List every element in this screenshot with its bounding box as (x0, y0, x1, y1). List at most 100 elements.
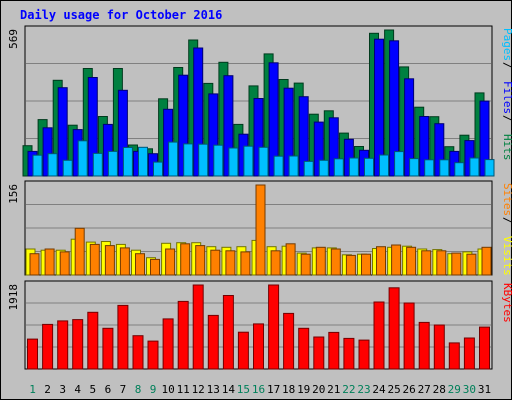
bar-pages-day-13 (213, 144, 224, 177)
bar-kbytes-day-25 (388, 287, 400, 370)
bar-pages-day-7 (122, 147, 133, 177)
bar-pages-day-14 (228, 147, 239, 177)
x-tick-label-day-19: 19 (297, 383, 310, 396)
bar-kbytes-day-3 (57, 320, 69, 370)
bar-sites-day-14 (225, 250, 236, 276)
x-tick-label-day-23: 23 (357, 383, 370, 396)
bar-pages-day-8 (138, 146, 148, 177)
bar-kbytes-day-22 (343, 337, 355, 370)
chart-panels: 569 Pages / Files / Hits 156 Sites / Visits… (7, 25, 512, 370)
bar-kbytes-day-10 (162, 318, 174, 370)
bar-pages-day-4 (77, 140, 88, 177)
bar-kbytes-day-4 (72, 319, 84, 370)
panel-kbytes: 1918 KBytes (7, 280, 512, 370)
bar-kbytes-day-14 (222, 295, 234, 370)
bar-kbytes-day-15 (237, 331, 249, 370)
y-max-label: 569 (7, 29, 20, 49)
bar-sites-day-12 (195, 245, 206, 276)
bar-kbytes-day-12 (192, 284, 204, 370)
bar-kbytes-day-13 (207, 314, 219, 370)
bar-kbytes-day-8 (132, 335, 144, 370)
bar-sites-day-6 (104, 245, 115, 276)
bar-pages-day-27 (424, 159, 435, 177)
bar-sites-day-28 (436, 250, 447, 276)
legend-separator: / (501, 217, 512, 224)
bar-pages-day-10 (168, 141, 179, 177)
bar-pages-day-16 (258, 146, 269, 177)
x-tick-label-day-16: 16 (252, 383, 265, 396)
bar-sites-day-1 (29, 253, 40, 276)
bar-pages-day-15 (243, 145, 254, 177)
bar-sites-day-18 (285, 243, 296, 276)
bar-kbytes-day-19 (298, 327, 310, 370)
bar-sites-day-16 (255, 184, 266, 276)
x-tick-label-day-18: 18 (282, 383, 295, 396)
bar-sites-day-2 (44, 248, 55, 276)
legend-files: Files (501, 81, 512, 114)
x-tick-label-day-29: 29 (448, 383, 461, 396)
x-tick-label-day-9: 9 (150, 383, 157, 396)
bar-pages-day-28 (439, 159, 450, 177)
bar-sites-day-8 (135, 253, 145, 276)
bar-kbytes-day-2 (42, 323, 54, 370)
bar-sites-day-24 (376, 246, 386, 276)
bar-kbytes-day-9 (147, 340, 159, 370)
x-tick-label-day-17: 17 (267, 383, 280, 396)
y-max-label: 156 (7, 184, 20, 204)
bar-pages-day-12 (198, 143, 209, 177)
bar-pages-day-18 (288, 155, 299, 177)
x-tick-label-day-8: 8 (135, 383, 142, 396)
x-tick-label-day-25: 25 (387, 383, 400, 396)
bar-pages-day-20 (318, 159, 329, 177)
bar-sites-day-15 (240, 251, 251, 276)
x-tick-label-day-14: 14 (222, 383, 236, 396)
bar-pages-day-25 (394, 151, 405, 177)
bar-sites-day-7 (119, 247, 130, 276)
bar-sites-day-5 (89, 243, 100, 276)
bar-sites-day-4 (74, 227, 85, 276)
x-tick-label-day-13: 13 (207, 383, 220, 396)
panel-hits-files-pages: 569 Pages / Files / Hits (7, 25, 512, 177)
bar-kbytes-day-24 (373, 301, 385, 370)
bar-pages-day-23 (364, 157, 374, 177)
bar-kbytes-day-30 (463, 337, 475, 370)
bar-pages-day-30 (469, 157, 480, 177)
legend-pages: Pages (501, 28, 512, 61)
bar-sites-day-11 (180, 243, 191, 276)
legend-sites: Sites (501, 183, 512, 216)
bar-pages-day-1 (32, 154, 43, 177)
bar-sites-day-30 (466, 253, 477, 276)
x-tick-label-day-28: 28 (433, 383, 446, 396)
x-tick-label-day-15: 15 (237, 383, 250, 396)
bar-kbytes-day-27 (418, 321, 430, 370)
bar-pages-day-19 (303, 160, 314, 177)
bar-pages-day-5 (92, 152, 103, 177)
bar-kbytes-day-5 (87, 311, 99, 370)
chart-title: Daily usage for October 2016 (20, 8, 222, 22)
x-tick-label-day-27: 27 (418, 383, 431, 396)
x-tick-label-day-22: 22 (342, 383, 355, 396)
x-tick-label-day-4: 4 (74, 383, 81, 396)
bar-pages-day-22 (348, 157, 359, 177)
bar-sites-day-25 (391, 244, 402, 276)
x-tick-label-day-31: 31 (478, 383, 491, 396)
x-tick-label-day-1: 1 (29, 383, 36, 396)
x-tick-label-day-6: 6 (105, 383, 112, 396)
x-tick-label-day-21: 21 (327, 383, 340, 396)
bar-pages-day-21 (333, 158, 344, 177)
bar-kbytes-day-26 (403, 302, 415, 370)
x-tick-label-day-20: 20 (312, 383, 325, 396)
x-tick-label-day-7: 7 (120, 383, 127, 396)
legend-visits: Visits (501, 236, 512, 276)
x-tick-label-day-30: 30 (463, 383, 476, 396)
x-tick-label-day-2: 2 (44, 383, 51, 396)
bar-sites-day-9 (150, 258, 160, 276)
x-tick-label-day-26: 26 (402, 383, 415, 396)
x-tick-label-day-3: 3 (59, 383, 66, 396)
y-max-label: 1918 (7, 284, 20, 311)
bar-pages-day-6 (107, 150, 118, 177)
bar-sites-day-10 (165, 248, 176, 276)
legend-separator: / (501, 62, 512, 69)
x-tick-label-day-12: 12 (192, 383, 205, 396)
x-tick-label-day-5: 5 (89, 383, 96, 396)
